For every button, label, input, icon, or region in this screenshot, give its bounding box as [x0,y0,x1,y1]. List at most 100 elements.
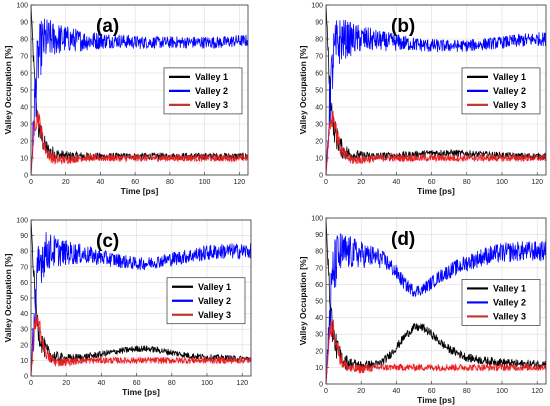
x-tick-label: 80 [168,380,176,387]
y-tick-label: 0 [319,173,323,180]
series-line-valley-3 [31,316,251,376]
x-tick-label: 40 [97,179,105,186]
series-line-valley-3 [326,319,546,384]
y-tick-label: 80 [315,249,323,256]
y-tick-label: 70 [20,264,28,271]
legend-label: Valley 3 [198,310,231,320]
x-tick-label: 60 [133,380,141,387]
legend-label: Valley 2 [493,86,526,96]
x-tick-label: 0 [29,179,33,186]
legend-label: Valley 1 [493,284,526,294]
y-tick-label: 0 [24,374,28,381]
y-tick-label: 100 [311,3,323,10]
y-tick-label: 0 [319,382,323,389]
y-tick-label: 10 [20,358,28,365]
x-tick-label: 60 [131,179,139,186]
x-tick-label: 0 [324,179,328,186]
y-axis-label: Valley Occupation [%] [3,253,13,342]
x-tick-label: 80 [463,388,471,395]
legend: Valley 1 Valley 2 Valley 3 [166,277,246,325]
x-tick-label: 80 [463,179,471,186]
y-tick-label: 90 [315,232,323,239]
legend: Valley 1 Valley 2 Valley 3 [163,67,243,115]
panel-label: (c) [96,231,119,252]
series-line-valley-2 [326,19,546,175]
y-tick-label: 40 [315,105,323,112]
y-tick-label: 20 [20,342,28,349]
y-tick-label: 30 [315,122,323,129]
x-tick-label: 80 [166,179,174,186]
series-line-valley-2 [31,18,248,175]
plot-lines [31,220,251,376]
x-axis-label: Time [ps] [121,186,159,196]
legend: Valley 1 Valley 2 Valley 3 [461,67,541,115]
x-tick-label: 120 [531,179,543,186]
y-tick-label: 80 [20,249,28,256]
x-tick-label: 20 [62,179,70,186]
y-tick-label: 20 [315,139,323,146]
x-tick-label: 60 [428,388,436,395]
series-line-valley-1 [326,5,546,162]
y-tick-label: 60 [20,280,28,287]
y-tick-label: 30 [20,122,28,129]
x-tick-label: 120 [236,380,248,387]
y-tick-label: 90 [20,233,28,240]
y-tick-label: 50 [315,299,323,306]
y-tick-label: 70 [315,54,323,61]
y-tick-label: 20 [315,348,323,355]
series-line-valley-3 [31,110,248,175]
legend: Valley 1 Valley 2 Valley 3 [461,279,541,326]
y-tick-label: 100 [16,218,28,225]
panel-label: (a) [96,16,119,37]
legend-label: Valley 3 [493,312,526,322]
legend-label: Valley 3 [493,100,526,110]
legend-label: Valley 1 [195,72,228,82]
panel-label: (b) [391,16,415,37]
x-tick-label: 100 [201,380,213,387]
y-tick-label: 0 [24,173,28,180]
panel-label: (d) [391,229,415,250]
plot-lines [31,5,248,175]
x-tick-label: 0 [324,388,328,395]
series-line-valley-2 [326,233,546,384]
chart-panel-d: 0 10 20 30 40 50 60 70 80 90 100 0 20 40 60 80 100 120 Tim… [298,216,547,405]
y-tick-label: 90 [315,20,323,27]
x-tick-label: 40 [98,380,106,387]
legend-label: Valley 3 [195,100,228,110]
legend-label: Valley 1 [198,282,231,292]
y-axis-label: Valley Occupation [%] [298,256,308,345]
y-tick-label: 70 [20,54,28,61]
legend-label: Valley 2 [195,86,228,96]
legend-label: Valley 2 [493,298,526,308]
legend-label: Valley 2 [198,296,231,306]
x-tick-label: 100 [199,179,211,186]
y-tick-label: 40 [20,311,28,318]
x-tick-label: 100 [496,388,508,395]
x-tick-label: 100 [496,179,508,186]
chart-panel-b: 0 10 20 30 40 50 60 70 80 90 100 0 20 40 60 80 100 120 Tim… [298,3,547,196]
series-line-valley-3 [326,110,546,175]
y-tick-label: 60 [315,282,323,289]
y-tick-label: 80 [315,37,323,44]
x-tick-label: 120 [233,179,245,186]
x-tick-label: 0 [29,380,33,387]
y-tick-label: 40 [315,315,323,322]
legend-label: Valley 1 [493,72,526,82]
y-tick-label: 60 [315,71,323,78]
y-tick-label: 100 [311,216,323,223]
x-tick-label: 20 [62,380,70,387]
y-tick-label: 10 [315,156,323,163]
x-tick-label: 40 [393,388,401,395]
y-tick-label: 30 [315,332,323,339]
x-tick-label: 40 [393,179,401,186]
x-axis-label: Time [ps] [417,395,455,405]
chart-panel-a: 0 10 20 30 40 50 60 70 80 90 100 0 20 40 60 80 100 120 Tim… [3,3,249,196]
y-tick-label: 50 [20,296,28,303]
y-tick-label: 40 [20,105,28,112]
x-axis-label: Time [ps] [417,186,455,196]
y-tick-label: 70 [315,265,323,272]
y-tick-label: 60 [20,71,28,78]
x-axis-label: Time [ps] [122,387,160,397]
y-axis-label: Valley Occupation [%] [3,45,13,134]
